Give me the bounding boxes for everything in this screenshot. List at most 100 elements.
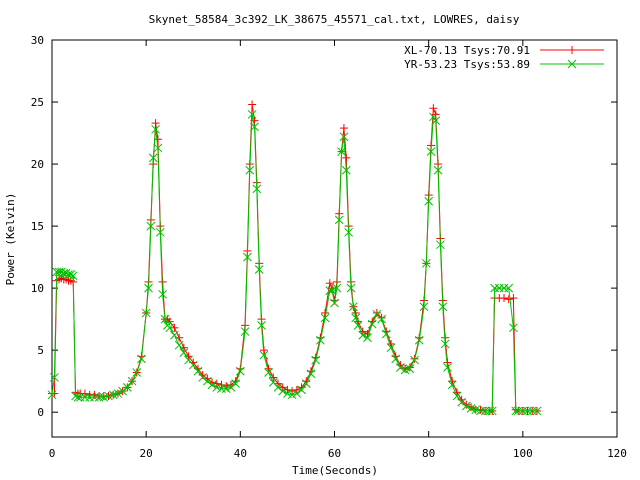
data-point <box>170 330 179 340</box>
x-tick-label: 100 <box>513 447 533 460</box>
data-point <box>66 270 76 279</box>
data-point <box>179 348 189 357</box>
y-axis-label: Power (Kelvin) <box>4 193 17 286</box>
data-point <box>148 153 158 163</box>
data-point <box>254 265 264 274</box>
x-tick-label: 20 <box>140 447 153 460</box>
data-point <box>353 320 363 330</box>
data-point <box>188 360 198 370</box>
y-tick-label: 20 <box>31 158 44 171</box>
data-point <box>50 373 59 382</box>
data-point <box>68 271 78 281</box>
data-point <box>342 153 351 162</box>
data-point <box>504 295 513 304</box>
data-point <box>500 294 508 303</box>
data-point <box>339 124 348 133</box>
x-tick-label: 60 <box>328 447 341 460</box>
data-point <box>447 380 457 390</box>
data-point <box>243 252 252 262</box>
data-point <box>431 116 441 125</box>
data-point <box>381 329 391 339</box>
legend-marker <box>568 46 576 54</box>
data-point <box>405 364 415 374</box>
y-tick-label: 25 <box>31 96 44 109</box>
data-point <box>424 196 434 206</box>
data-point <box>252 184 262 194</box>
data-point <box>198 373 208 382</box>
data-point <box>351 313 361 323</box>
data-point <box>346 283 356 293</box>
data-point <box>113 389 123 398</box>
data-point <box>137 354 146 364</box>
data-point <box>377 314 386 324</box>
series-line <box>51 114 537 412</box>
data-point <box>231 379 240 389</box>
data-point <box>153 135 162 144</box>
x-tick-label: 80 <box>422 447 435 460</box>
data-point <box>320 313 330 323</box>
x-axis-label: Time(Seconds) <box>292 464 378 477</box>
data-point <box>334 215 344 225</box>
series-2 <box>47 110 542 416</box>
data-point <box>316 335 325 345</box>
data-point <box>297 385 306 395</box>
data-point <box>132 368 142 377</box>
data-point <box>301 379 311 389</box>
data-point <box>485 406 495 416</box>
data-point <box>419 302 429 312</box>
data-point <box>141 308 151 318</box>
data-point <box>80 389 89 398</box>
data-point <box>203 376 212 386</box>
data-point <box>330 298 339 308</box>
x-tick-label: 120 <box>607 447 627 460</box>
data-point <box>341 165 351 175</box>
legend-marker <box>567 59 577 69</box>
data-point <box>421 258 431 268</box>
data-point <box>339 132 349 142</box>
axis-ticks: 0 20 40 60 80 100 120 0 5 10 15 20 25 30 <box>31 34 627 460</box>
data-point <box>414 335 424 345</box>
data-point <box>283 385 292 394</box>
data-point <box>158 289 167 299</box>
data-point <box>327 286 337 295</box>
y-tick-label: 5 <box>37 344 44 357</box>
data-point <box>348 302 358 312</box>
data-point <box>457 397 466 407</box>
data-point <box>151 119 160 128</box>
data-point <box>165 323 175 333</box>
data-point <box>509 294 518 303</box>
data-point <box>273 383 283 392</box>
data-point <box>292 389 302 398</box>
data-point <box>151 124 160 134</box>
data-point <box>363 333 372 343</box>
data-point <box>440 339 450 349</box>
data-point <box>274 379 282 388</box>
data-point <box>410 355 419 365</box>
x-tick-label: 40 <box>234 447 247 460</box>
data-point <box>259 350 269 360</box>
data-point <box>153 143 163 153</box>
data-point <box>332 283 342 293</box>
data-point <box>325 279 334 288</box>
data-point <box>311 355 321 365</box>
data-point <box>122 383 132 392</box>
x-tick-label: 0 <box>49 447 56 460</box>
data-point <box>461 401 471 411</box>
data-point <box>438 302 448 312</box>
data-point <box>170 323 179 332</box>
data-point <box>264 368 273 377</box>
data-point <box>155 227 165 237</box>
data-point <box>47 390 57 400</box>
data-point <box>193 366 203 376</box>
data-point <box>391 354 401 364</box>
data-point <box>532 406 542 416</box>
y-tick-label: 10 <box>31 282 44 295</box>
data-point <box>118 386 127 396</box>
y-tick-label: 0 <box>37 406 44 419</box>
series-layer <box>47 100 542 416</box>
data-point <box>487 406 497 416</box>
data-point <box>433 165 443 175</box>
y-tick-label: 15 <box>31 220 44 233</box>
